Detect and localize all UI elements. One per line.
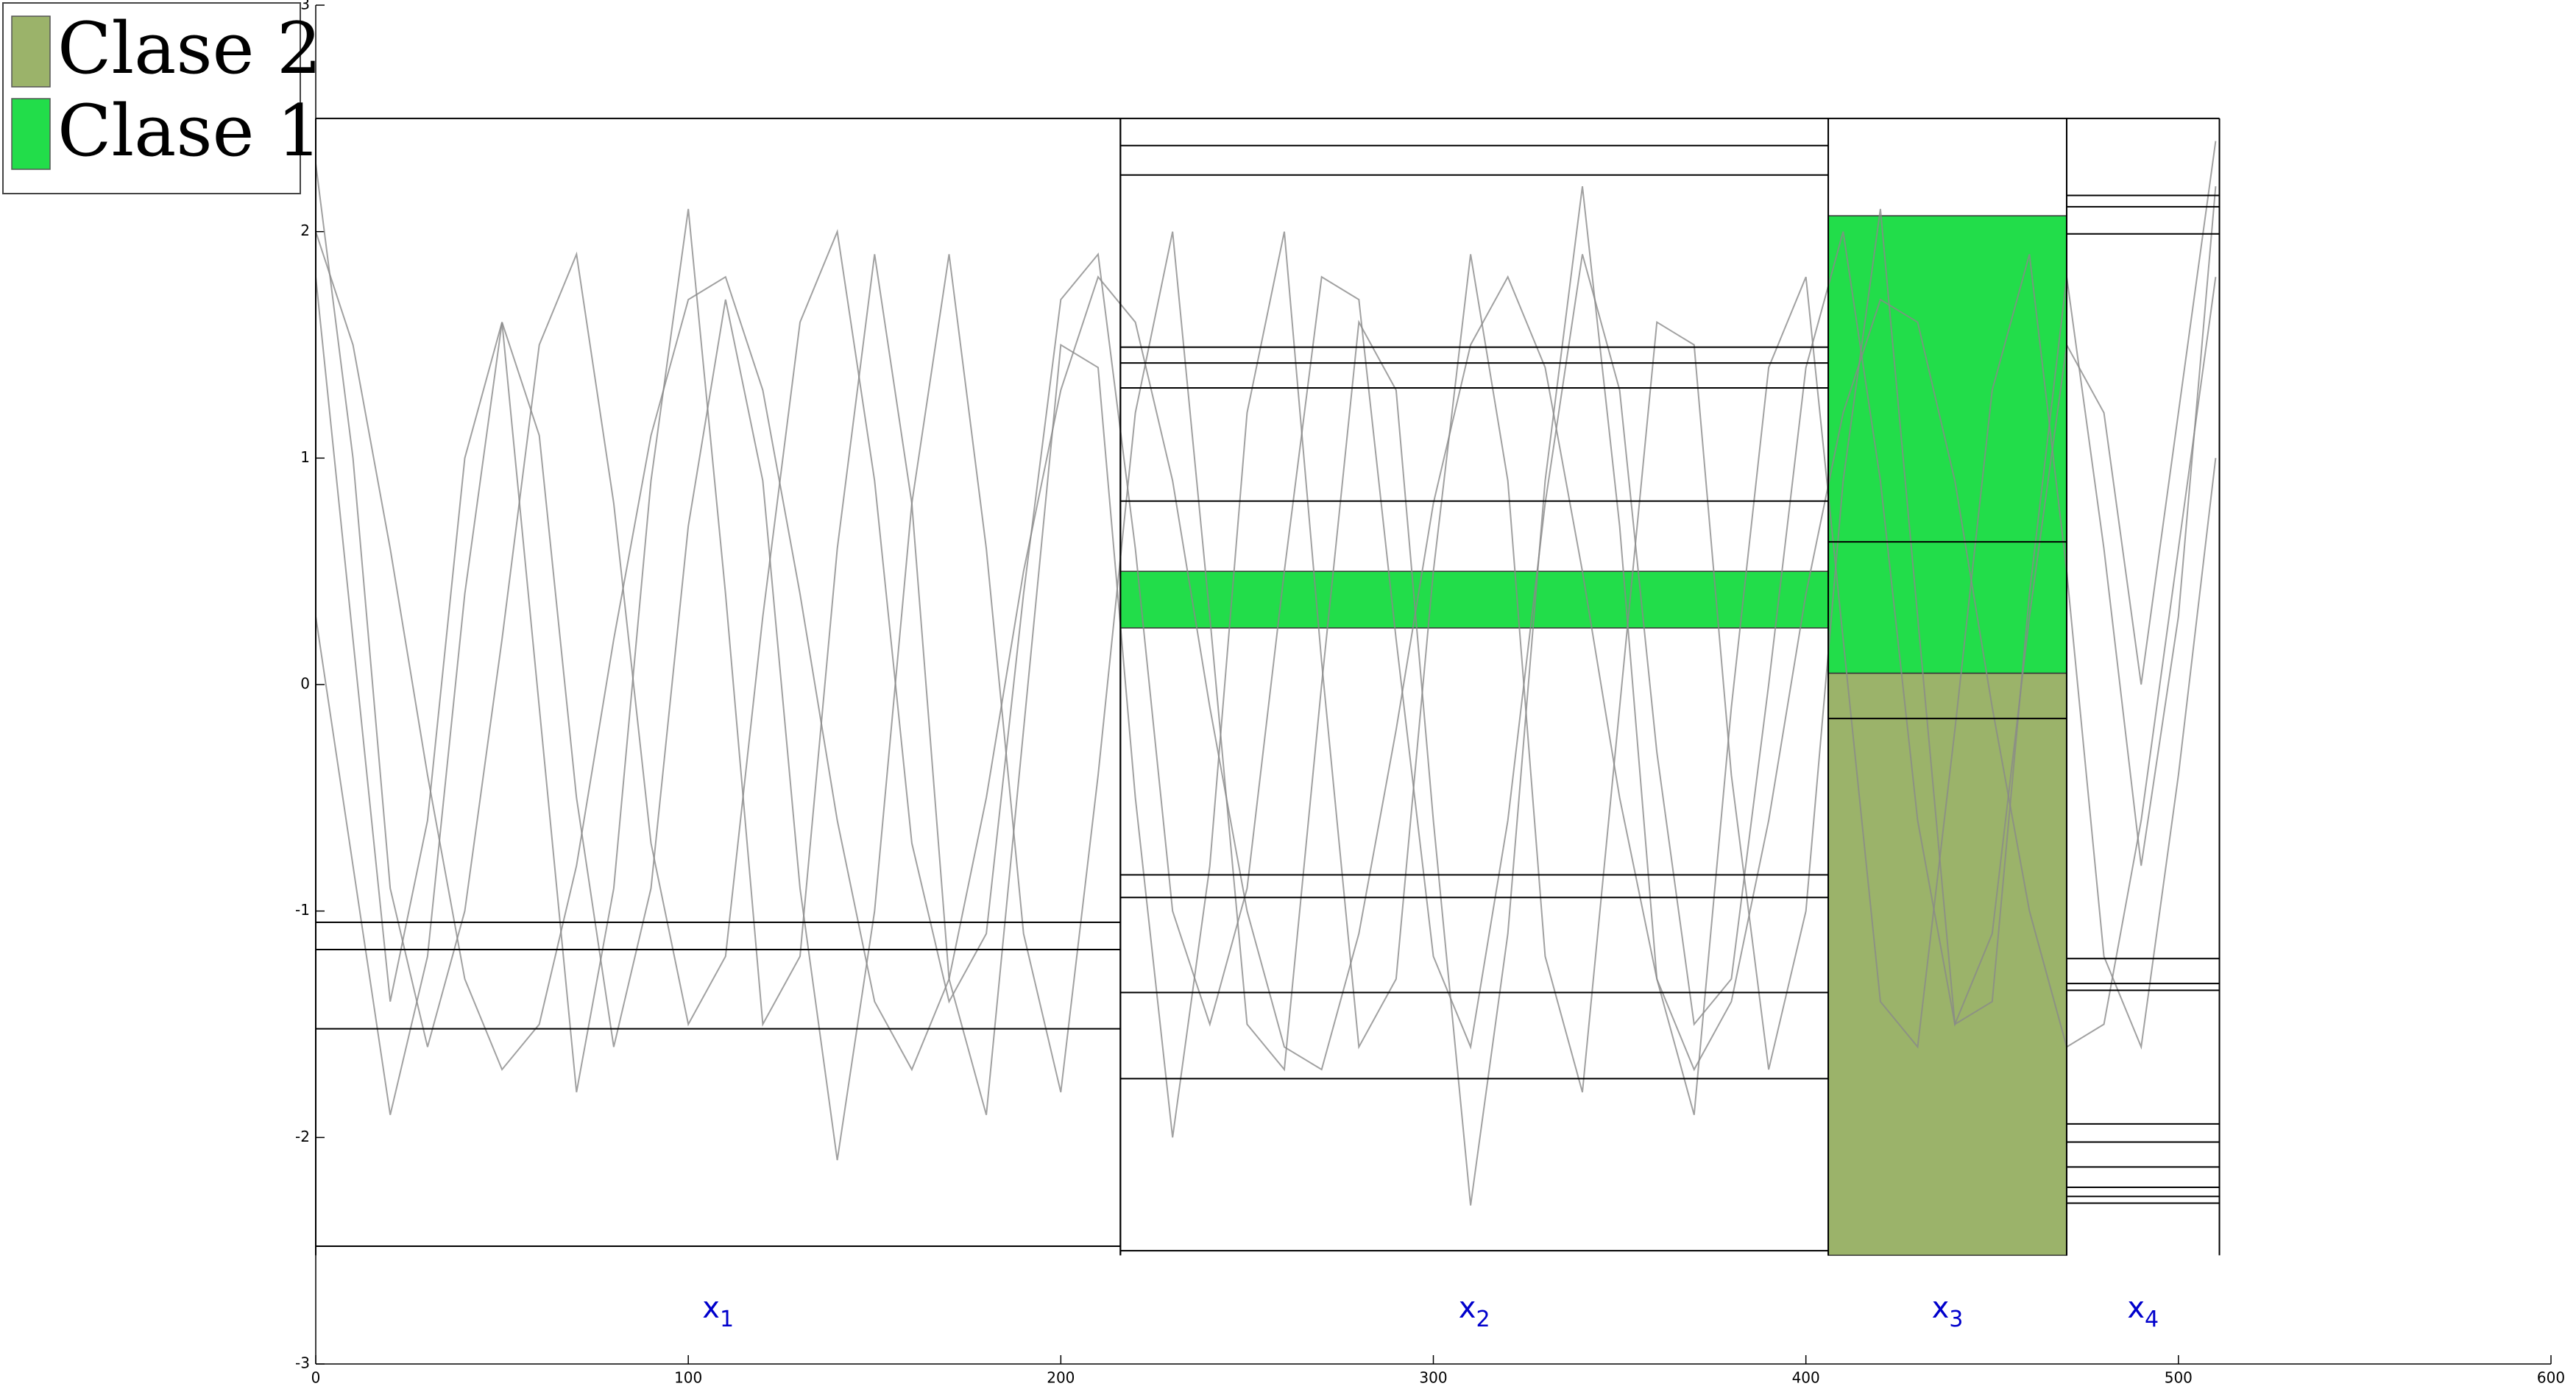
y-tick-label: -3	[295, 1354, 310, 1372]
legend-label: Clase 2	[57, 7, 322, 90]
legend-label: Clase 1	[57, 90, 322, 172]
legend-swatch	[11, 15, 51, 88]
class-box	[1119, 570, 1829, 629]
region-label: x4	[2127, 1291, 2159, 1332]
region-label: x1	[702, 1291, 734, 1332]
y-tick-label: 2	[300, 222, 310, 239]
x-tick-label: 300	[1419, 1369, 1447, 1387]
region-label: x2	[1459, 1291, 1490, 1332]
x-tick-label: 100	[674, 1369, 702, 1387]
series-line	[315, 231, 2217, 1072]
series-line	[315, 141, 2217, 1050]
legend-box	[2, 2, 301, 194]
y-tick-label: -1	[295, 901, 310, 919]
region-label-sub: 2	[1476, 1307, 1490, 1332]
y-tick-label: 1	[300, 448, 310, 466]
x-tick-label: 500	[2165, 1369, 2193, 1387]
region-label-main: x	[1459, 1291, 1476, 1325]
series-line	[315, 185, 2217, 1206]
x-tick-label: 0	[311, 1369, 321, 1387]
region-label: x3	[1932, 1291, 1964, 1332]
legend-swatch	[11, 98, 51, 170]
region-label-main: x	[1932, 1291, 1950, 1325]
x-tick-label: 600	[2537, 1369, 2565, 1387]
x-tick-label: 400	[1792, 1369, 1820, 1387]
class-box	[1827, 215, 2067, 674]
x-tick-label: 200	[1047, 1369, 1075, 1387]
series-line	[315, 186, 2217, 1138]
region-label-sub: 3	[1949, 1307, 1963, 1332]
y-tick-label: 0	[300, 675, 310, 693]
region-label-main: x	[702, 1291, 720, 1325]
class-box	[1827, 672, 2067, 1257]
y-tick-label: -2	[295, 1128, 310, 1145]
region-label-sub: 4	[2145, 1307, 2159, 1332]
y-tick-label: 3	[300, 0, 310, 13]
region-label-main: x	[2127, 1291, 2145, 1325]
region-label-sub: 1	[720, 1307, 734, 1332]
